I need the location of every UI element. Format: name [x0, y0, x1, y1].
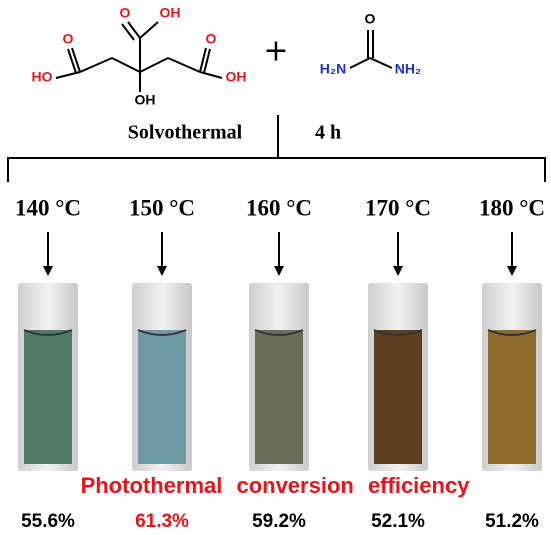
atom: O — [365, 11, 376, 27]
liquid — [255, 330, 303, 464]
efficiency: 55.6% — [21, 511, 75, 532]
meniscus — [137, 329, 187, 336]
bracket — [7, 115, 546, 182]
liquid — [488, 330, 536, 464]
arrowhead — [157, 266, 167, 276]
atom: H₂N — [320, 61, 346, 77]
temperature: 170 °C — [365, 195, 431, 220]
liquid — [374, 330, 422, 464]
samples: 140 °C 55.6% 150 °C 61.3% 160 °C 59.2% 170 °C 5… — [15, 195, 545, 532]
temperature: 160 °C — [246, 195, 312, 220]
time: 4 h — [315, 122, 341, 144]
temperature: 150 °C — [129, 195, 195, 220]
efficiency: 59.2% — [252, 511, 306, 532]
atom: OH — [226, 69, 247, 85]
efficiency: 52.1% — [371, 511, 425, 532]
arrowhead — [43, 266, 53, 276]
meniscus — [487, 329, 537, 336]
method: Solvothermal — [128, 122, 243, 144]
arrowhead — [274, 266, 284, 276]
arrowhead — [507, 266, 517, 276]
liquid — [24, 330, 72, 464]
caption: Photothermal conversion efficiency — [81, 473, 471, 498]
atom: O — [63, 31, 74, 47]
meniscus — [373, 329, 423, 336]
atom: O — [206, 31, 217, 47]
citric-acid: O OH O HO O OH OH — [32, 5, 247, 108]
meniscus — [23, 329, 73, 336]
urea: O H₂N NH₂ — [320, 11, 421, 77]
arrowhead — [393, 266, 403, 276]
atom: HO — [32, 69, 53, 85]
atom: NH₂ — [395, 61, 421, 77]
efficiency: 61.3% — [135, 511, 189, 532]
temperature: 140 °C — [15, 195, 81, 220]
liquid — [138, 330, 186, 464]
meniscus — [254, 329, 304, 336]
atom: OH — [135, 92, 156, 108]
atom: O — [120, 5, 131, 21]
temperature: 180 °C — [479, 195, 545, 220]
plus: + — [263, 34, 288, 69]
efficiency: 51.2% — [485, 511, 539, 532]
atom: OH — [160, 5, 181, 21]
